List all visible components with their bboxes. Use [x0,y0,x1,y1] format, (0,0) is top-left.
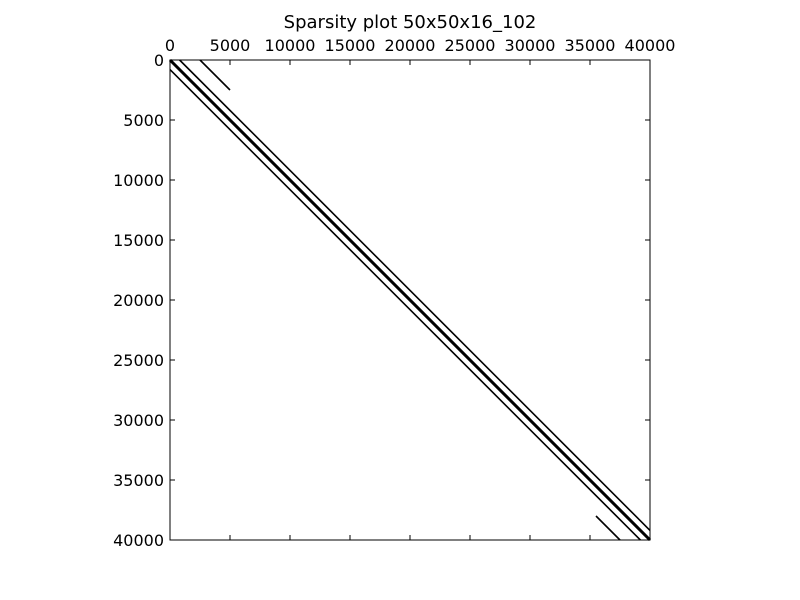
x-tick-label: 25000 [445,36,496,55]
x-tick-label: 20000 [385,36,436,55]
x-tick-label: 40000 [625,36,676,55]
diagonal-line-1 [169,69,641,541]
y-tick-label: 30000 [113,411,164,430]
x-tick-label: 0 [165,36,175,55]
x-tick-label: 5000 [210,36,251,55]
diagonal-line-2 [168,58,652,542]
x-tick-label: 15000 [325,36,376,55]
x-axis-ticks: 0 5000 10000 15000 20000 25000 30000 35000 40000 [165,36,676,540]
y-tick-label: 5000 [123,111,164,130]
y-tick-label: 25000 [113,351,164,370]
y-tick-label: 10000 [113,171,164,190]
diagonal-line-3 [179,59,651,531]
x-tick-label: 30000 [505,36,556,55]
x-tick-label: 35000 [565,36,616,55]
x-tick-label: 10000 [265,36,316,55]
y-tick-label: 35000 [113,471,164,490]
diagonal-line-4 [199,59,231,91]
diagonal-line-0 [595,515,621,541]
y-axis-ticks: 0 5000 10000 15000 20000 25000 30000 35000 40000 [113,51,650,550]
y-tick-label: 0 [154,51,164,70]
y-tick-label: 40000 [113,531,164,550]
diagonal-lines [168,58,652,542]
chart-title: Sparsity plot 50x50x16_102 [284,12,537,33]
plot-area: 0 5000 10000 15000 20000 25000 30000 35000 40000… [113,36,675,550]
y-tick-label: 15000 [113,231,164,250]
y-tick-label: 20000 [113,291,164,310]
